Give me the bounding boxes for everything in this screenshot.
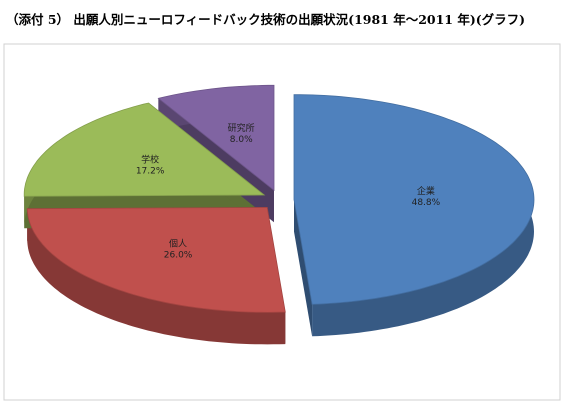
slice-category-label: 学校: [141, 153, 159, 165]
slice-value-label: 26.0%: [164, 250, 193, 260]
slice-cut: [294, 199, 313, 337]
slice: [157, 84, 275, 192]
slice: [293, 94, 535, 305]
slice-value-label: 17.2%: [136, 166, 165, 176]
slice: [26, 206, 286, 313]
slice-category-label: 企業: [417, 185, 435, 197]
slice-category-label: 個人: [169, 237, 187, 249]
slice-value-label: 8.0%: [230, 135, 253, 145]
chart-title: （添付 5） 出願人別ニューロフィードバック技術の出願状況(1981 年～201…: [6, 12, 525, 27]
slice-value-label: 48.8%: [412, 198, 441, 208]
slice: [23, 102, 266, 197]
slice-category-label: 研究所: [228, 122, 255, 134]
